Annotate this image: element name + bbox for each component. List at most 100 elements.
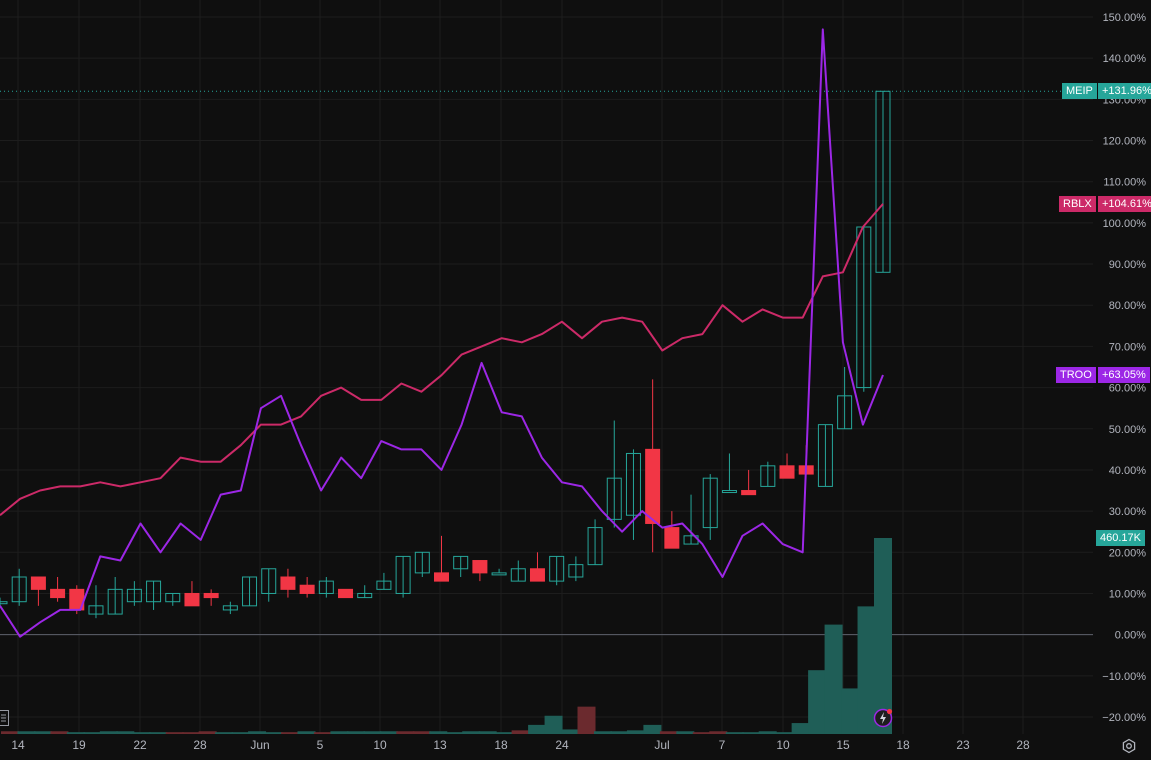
volume-bar — [116, 731, 135, 734]
rblx-ticker-tag[interactable]: RBLX — [1059, 195, 1096, 212]
candle-body — [357, 592, 373, 599]
volume-bar — [330, 731, 349, 734]
candle-body — [741, 490, 757, 496]
volume-bar — [346, 731, 365, 734]
volume-bar — [742, 732, 761, 734]
volume-bar — [429, 731, 448, 734]
x-tick-label: Jul — [654, 738, 669, 752]
meip-value-tag: +131.96% — [1098, 83, 1151, 100]
candle-body — [376, 580, 392, 590]
volume-bar — [264, 732, 283, 734]
volume-bar — [808, 670, 827, 734]
y-tick-label: 100.00% — [1103, 218, 1147, 230]
candle-body — [529, 568, 545, 582]
volume-bar — [66, 732, 85, 734]
indicator-list-icon[interactable] — [0, 710, 9, 726]
y-tick-label: 90.00% — [1109, 259, 1147, 271]
x-tick-label: 10 — [373, 738, 387, 752]
candle-body — [222, 605, 238, 611]
candle-body — [510, 568, 526, 582]
y-tick-label: −10.00% — [1102, 671, 1146, 683]
volume-bar — [215, 732, 234, 734]
x-tick-label: 5 — [317, 738, 324, 752]
y-axis: 150.00%140.00%130.00%120.00%110.00%100.0… — [1102, 12, 1146, 724]
candle-body — [760, 465, 776, 487]
candle-body — [837, 395, 853, 430]
volume-bar — [1, 731, 19, 734]
y-tick-label: 120.00% — [1103, 136, 1147, 148]
candle-body — [126, 588, 142, 603]
candle-body — [645, 448, 661, 524]
candle-body — [146, 580, 162, 603]
volume-bar — [791, 723, 810, 734]
x-tick-label: 7 — [719, 738, 726, 752]
candle-body — [625, 452, 641, 516]
candle-body — [817, 424, 833, 487]
volume-bar — [775, 732, 794, 734]
x-tick-label: 19 — [72, 738, 86, 752]
x-axis: 14 19 22 28 Jun 5 10 13 18 24 Jul 7 10 15 18 23 28 — [11, 738, 1030, 752]
x-tick-label: 14 — [11, 738, 25, 752]
volume-bar — [511, 730, 530, 734]
volume-bar — [841, 688, 860, 734]
volume-bar — [313, 732, 332, 734]
volume-bar — [561, 729, 580, 734]
volume-bar — [149, 732, 168, 734]
volume-bar — [165, 732, 184, 734]
volume-bar — [412, 731, 431, 734]
lightning-alert-icon[interactable] — [873, 708, 893, 728]
candle-body — [30, 576, 46, 590]
y-tick-label: 140.00% — [1103, 53, 1147, 65]
volume-bar — [857, 606, 876, 734]
y-tick-label: 10.00% — [1109, 588, 1147, 600]
volume-bar — [874, 538, 892, 734]
candle-body — [549, 555, 565, 582]
y-tick-label: 150.00% — [1103, 12, 1147, 24]
volume-bar — [248, 731, 267, 734]
candle-body — [165, 592, 181, 603]
volume-bar — [659, 731, 678, 734]
candle-body — [261, 568, 277, 594]
y-tick-label: 20.00% — [1109, 547, 1147, 559]
volume-bar — [610, 731, 629, 734]
volume-bar — [198, 731, 217, 734]
candle-body — [721, 490, 737, 494]
candle-body — [242, 576, 258, 607]
volume-bar — [33, 731, 52, 734]
x-tick-label: 28 — [1016, 738, 1030, 752]
candle-body — [568, 564, 584, 578]
y-tick-label: 50.00% — [1109, 424, 1147, 436]
candle-body — [606, 477, 622, 520]
troo-ticker-tag[interactable]: TROO — [1056, 367, 1096, 384]
volume-bar — [725, 732, 744, 734]
candle-body — [50, 588, 66, 599]
x-tick-label: 18 — [494, 738, 508, 752]
volume-bar — [626, 730, 645, 734]
meip-ticker-tag[interactable]: MEIP — [1062, 83, 1097, 100]
series-lines — [0, 28, 884, 638]
candle-body — [88, 605, 104, 615]
troo-value-tag: +63.05% — [1098, 367, 1150, 384]
candle-body — [203, 592, 219, 599]
candle-body — [453, 555, 469, 570]
volume-bar — [709, 731, 728, 734]
volume-bar — [495, 732, 514, 734]
volume-bars — [1, 538, 892, 734]
y-tick-label: 110.00% — [1103, 177, 1146, 189]
candle-body — [491, 572, 507, 576]
candle-body — [395, 555, 411, 594]
volume-bar — [17, 731, 36, 734]
candle-body — [664, 527, 680, 549]
volume-bar — [396, 731, 415, 734]
x-tick-label: 13 — [433, 738, 447, 752]
y-tick-label: 30.00% — [1109, 506, 1147, 518]
candle-body — [107, 588, 123, 615]
series-line-troo — [0, 28, 884, 638]
candle-body — [779, 465, 795, 479]
candle-body — [414, 551, 430, 574]
settings-gear-icon[interactable] — [1120, 737, 1138, 755]
x-tick-label: 24 — [555, 738, 569, 752]
candle-body — [702, 477, 718, 529]
volume-bar — [643, 724, 662, 734]
